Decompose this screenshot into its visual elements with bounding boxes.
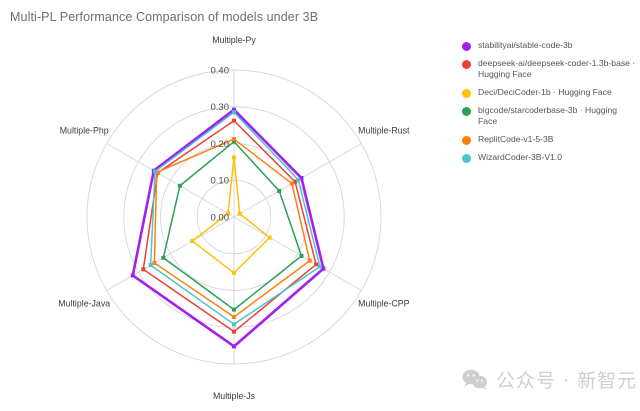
legend-marker-icon [462,42,471,51]
radar-data-point [293,179,298,184]
chart-legend: stabilityai/stable-code-3b deepseek-ai/de… [462,40,638,170]
radial-tick-labels: 0.00 0.10 0.20 0.30 0.40 [211,65,230,223]
radar-data-point [314,262,319,267]
radar-data-point [289,181,294,186]
radar-data-point [232,139,236,144]
radar-data-point [232,118,236,123]
axis-label-multiple-rust: Multiple-Rust [358,126,410,136]
page-title: Multi-PL Performance Comparison of model… [10,10,319,24]
radar-plot: Multiple-Py Multiple-Rust Multiple-CPP Mult… [58,35,410,401]
radar-data-point [232,137,236,142]
polar-grid [86,69,382,365]
radar-data-point [299,176,304,181]
radar-data-point [232,314,236,319]
radial-tick-label: 0.20 [211,139,230,150]
radar-data-point [237,211,242,216]
radar-data-point [152,260,157,265]
grid-spoke [106,143,235,218]
legend-item[interactable]: deepseek-ai/deepseek-coder-1.3b-base · H… [462,58,638,80]
legend-item-label: deepseek-ai/deepseek-coder-1.3b-base · H… [478,58,636,79]
radar-data-point [130,273,135,278]
legend-item[interactable]: ReplitCode-v1-5-3B [462,134,638,145]
radial-tick-label: 0.10 [211,176,230,187]
grid-spoke [106,216,235,291]
radar-data-point [232,270,236,275]
axis-label-multiple-js: Multiple-Js [213,391,256,401]
legend-item-label: WizardCoder-3B-V1.0 [478,152,563,162]
legend-marker-icon [462,107,471,116]
radar-data-point [225,211,230,216]
radar-data-point [148,263,153,268]
radar-data-point [161,255,166,260]
legend-item[interactable]: stabilityai/stable-code-3b [462,40,638,51]
legend-item-label: ReplitCode-v1-5-3B [478,134,554,144]
radar-data-point [232,110,236,115]
radar-data-point [307,258,312,263]
watermark: 公众号 · 新智元 [462,366,637,393]
radar-data-point [277,188,282,193]
legend-item[interactable]: WizardCoder-3B-V1.0 [462,152,638,163]
radar-data-point [232,329,236,334]
radar-data-point [321,266,326,271]
axis-label-multiple-py: Multiple-Py [212,35,256,45]
radar-data-point [190,239,195,244]
radar-data-point [232,155,236,160]
legend-item[interactable]: Deci/DeciCoder-1b · Hugging Face [462,87,638,98]
legend-marker-icon [462,60,471,69]
axis-label-multiple-php: Multiple-Php [60,126,109,136]
radial-tick-label: 0.40 [211,65,230,76]
legend-marker-icon [462,154,471,163]
axis-label-multiple-java: Multiple-Java [58,299,110,309]
radar-data-point [153,169,158,174]
radar-data-point [232,107,236,112]
radar-data-point [232,322,236,327]
radar-series-layer [130,107,326,349]
radar-data-point [232,344,236,349]
wechat-icon [462,369,487,390]
legend-item[interactable]: bigcode/starcoderbase-3b · Hugging Face [462,105,638,127]
radar-data-point [232,307,236,312]
radar-data-point [299,253,304,258]
grid-spoke [233,216,362,291]
radar-data-point [141,267,146,272]
legend-marker-icon [462,89,471,98]
radial-tick-label: 0.00 [211,212,230,223]
legend-item-label: stabilityai/stable-code-3b [478,40,573,50]
axis-labels-layer: Multiple-Py Multiple-Rust Multiple-CPP Mult… [58,35,410,401]
axis-label-multiple-cpp: Multiple-CPP [358,299,409,309]
radar-data-point [267,235,272,240]
legend-marker-icon [462,136,471,145]
watermark-text: 公众号 · 新智元 [496,370,638,392]
legend-item-label: bigcode/starcoderbase-3b · Hugging Face [478,105,618,126]
radial-tick-label: 0.30 [211,102,230,113]
radar-data-point [177,183,182,188]
legend-item-label: Deci/DeciCoder-1b · Hugging Face [478,87,612,97]
radar-data-point [296,177,301,182]
radar-data-point [317,264,322,269]
